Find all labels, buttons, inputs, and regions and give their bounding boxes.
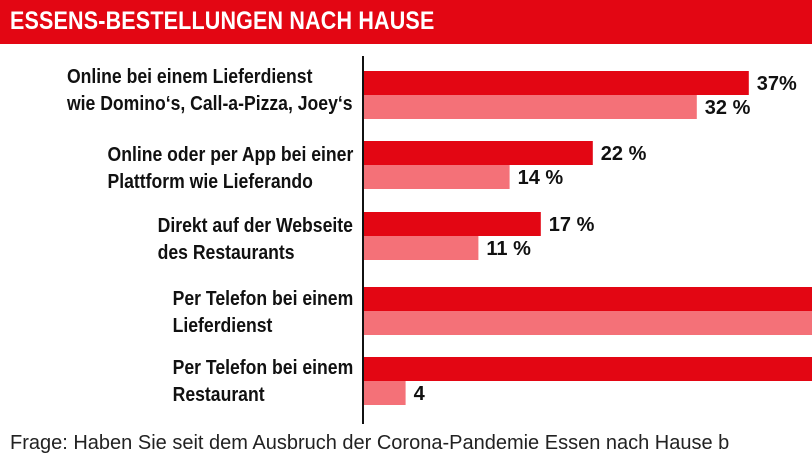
data-label-series2-cat3: 11 % (486, 238, 531, 260)
bar-series1-cat3 (364, 212, 541, 236)
bar-series2-cat1 (364, 95, 697, 119)
data-label-series1-cat3: 17 % (549, 214, 595, 236)
title-bar: ESSENS-BESTELLUNGEN NACH HAUSE (0, 0, 812, 44)
category-label-telefon-lieferdienst: Per Telefon bei einem Lieferdienst (172, 286, 353, 340)
bar-series1-cat1 (364, 71, 749, 95)
bar-series2-cat5 (364, 381, 406, 405)
category-label-online-lieferdienst: Online bei einem Lieferdienst wie Domino… (67, 64, 353, 118)
category-label-line: Per Telefon bei einem (172, 357, 353, 379)
data-label-series2-cat2: 14 % (518, 167, 564, 189)
category-label-line: Online oder per App bei einer (107, 144, 353, 166)
bar-series1-cat2 (364, 141, 593, 165)
bar-series2-cat3 (364, 236, 479, 260)
category-label-line: Plattform wie Lieferando (107, 171, 313, 193)
bar-series2-cat2 (364, 165, 510, 189)
y-axis-line (362, 56, 364, 424)
bar-series2-cat4 (364, 311, 812, 335)
category-label-online-plattform: Online oder per App bei einer Plattform … (107, 142, 353, 196)
category-label-line: Lieferdienst (172, 315, 273, 337)
category-label-telefon-restaurant: Per Telefon bei einem Restaurant (172, 355, 353, 409)
category-label-line: Online bei einem Lieferdienst (67, 66, 313, 88)
category-label-line: des Restaurants (157, 242, 295, 264)
footnote: Frage: Haben Sie seit dem Ausbruch der C… (10, 432, 730, 454)
category-label-line: wie Domino‘s, Call-a-Pizza, Joey‘s (67, 93, 353, 115)
bar-series1-cat4 (364, 287, 812, 311)
bar-series1-cat5 (364, 357, 812, 381)
category-label-line: Direkt auf der Webseite (157, 215, 353, 237)
data-label-series1-cat2: 22 % (601, 143, 647, 165)
data-label-series1-cat1: 37% (757, 73, 797, 95)
chart-title: ESSENS-BESTELLUNGEN NACH HAUSE (10, 7, 435, 35)
data-label-series2-cat1: 32 % (705, 97, 751, 119)
category-label-webseite: Direkt auf der Webseite des Restaurants (158, 213, 353, 267)
data-label-series2-cat5: 4 (414, 383, 426, 405)
category-label-line: Restaurant (172, 384, 265, 406)
category-label-line: Per Telefon bei einem (172, 288, 353, 310)
